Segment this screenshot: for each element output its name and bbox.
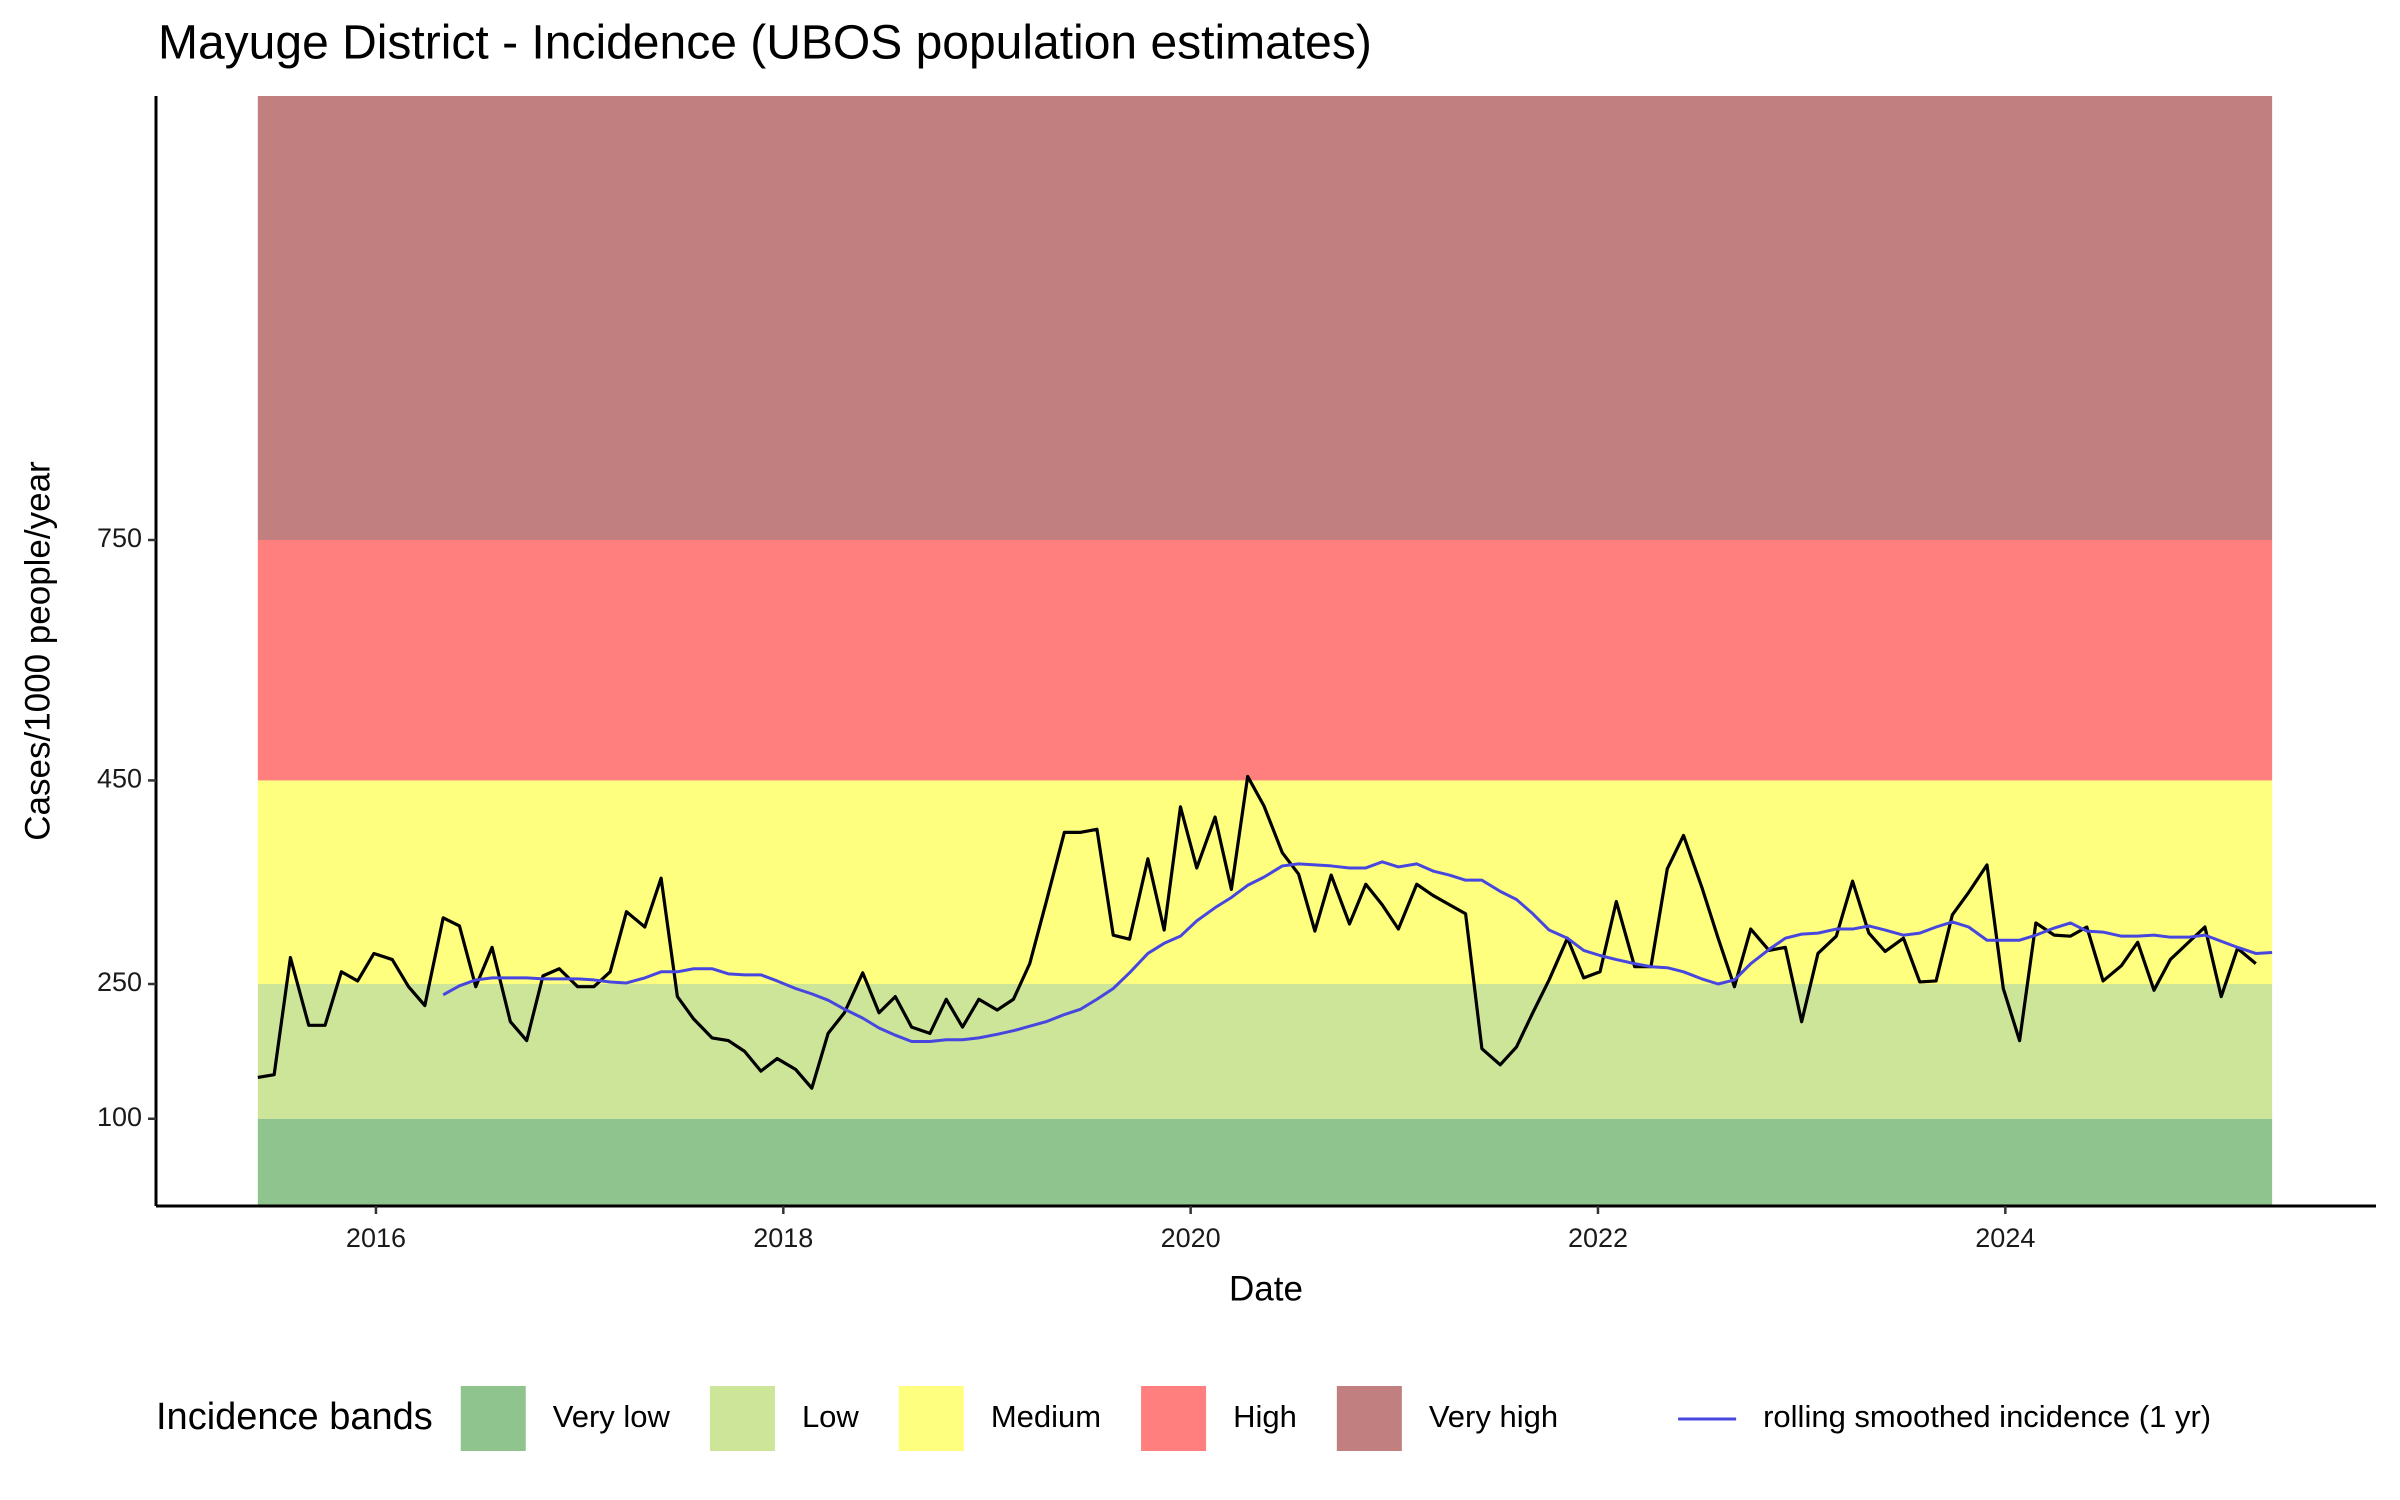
band bbox=[257, 1118, 2273, 1206]
y-tick-label: 100 bbox=[97, 1102, 142, 1132]
x-tick-label: 2018 bbox=[753, 1223, 813, 1253]
band bbox=[257, 540, 2273, 781]
plot-area: 100 250 450 750 2016 2018 2020 2022 2024 bbox=[97, 96, 2376, 1253]
legend-title: Incidence bands bbox=[156, 1396, 433, 1438]
legend-swatch bbox=[1336, 1386, 1402, 1451]
band bbox=[257, 780, 2273, 984]
legend-label: High bbox=[1233, 1399, 1297, 1434]
x-tick-label: 2020 bbox=[1161, 1223, 1221, 1253]
y-axis-title: Cases/1000 people/year bbox=[18, 461, 57, 841]
legend-swatch bbox=[709, 1386, 775, 1451]
x-axis-title: Date bbox=[1229, 1269, 1303, 1308]
x-tick-label: 2024 bbox=[1975, 1223, 2035, 1253]
legend-label: Low bbox=[802, 1399, 859, 1434]
y-tick-label: 250 bbox=[97, 967, 142, 997]
legend-label: Medium bbox=[991, 1399, 1101, 1434]
legend-label: Very low bbox=[553, 1399, 671, 1434]
legend-swatch bbox=[460, 1386, 526, 1451]
line-series bbox=[257, 774, 2257, 1090]
chart-title: Mayuge District - Incidence (UBOS popula… bbox=[158, 17, 1372, 70]
legend-label: rolling smoothed incidence (1 yr) bbox=[1763, 1399, 2211, 1434]
legend-swatch bbox=[1141, 1386, 1207, 1451]
line-series bbox=[442, 860, 2273, 1043]
legend-label: Very high bbox=[1429, 1399, 1558, 1434]
band bbox=[257, 96, 2273, 540]
y-tick-label: 750 bbox=[97, 523, 142, 553]
x-tick-label: 2022 bbox=[1568, 1223, 1628, 1253]
legend-swatch bbox=[898, 1386, 964, 1451]
y-tick-label: 450 bbox=[97, 764, 142, 794]
legend: Incidence bands Very low Low Medium High Very… bbox=[156, 1386, 2211, 1451]
x-tick-label: 2016 bbox=[346, 1223, 406, 1253]
band bbox=[257, 984, 2273, 1119]
